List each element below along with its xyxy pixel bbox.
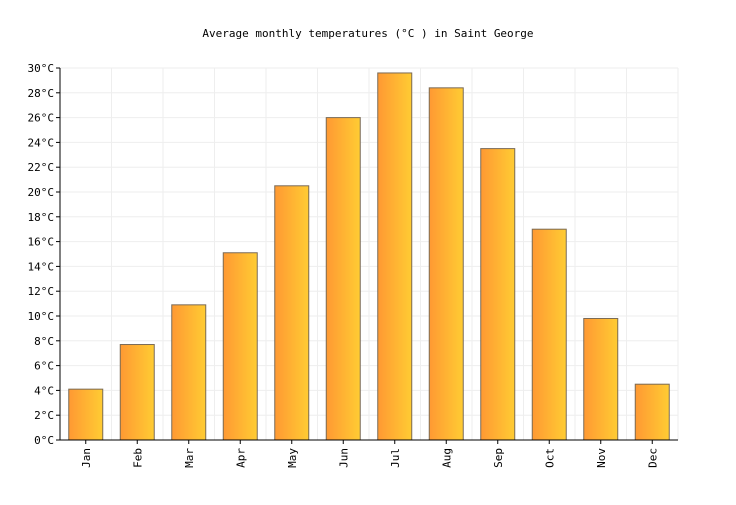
x-tick-label: Aug	[440, 448, 453, 468]
y-tick-label: 4°C	[34, 384, 54, 397]
y-tick-label: 12°C	[28, 285, 55, 298]
bar-may	[274, 185, 310, 441]
x-tick-label: Jul	[389, 448, 402, 468]
bar-feb	[119, 344, 155, 441]
chart-title: Average monthly temperatures (°C ) in Sa…	[202, 27, 533, 40]
bar-dec	[634, 383, 670, 441]
y-tick-label: 16°C	[28, 236, 55, 249]
grid	[59, 67, 679, 441]
bar-aug	[428, 87, 464, 441]
axes	[59, 68, 678, 441]
bar-nov	[583, 317, 619, 441]
x-tick-label: Mar	[183, 448, 196, 468]
bar-sep	[480, 148, 516, 441]
bar-jan	[68, 388, 104, 441]
bar-oct	[531, 228, 567, 441]
x-tick-label: May	[286, 448, 299, 468]
y-tick-label: 28°C	[28, 87, 55, 100]
y-tick-label: 0°C	[34, 434, 54, 447]
y-tick-label: 20°C	[28, 186, 55, 199]
y-tick-labels: 0°C 2°C 4°C 6°C 8°C 10°C 12°C 14°C 16°C 18°C 20°C 2…	[28, 62, 60, 447]
bar-jun	[325, 117, 361, 441]
x-tick-label: Sep	[492, 448, 505, 468]
y-tick-label: 26°C	[28, 112, 55, 125]
y-tick-label: 24°C	[28, 136, 55, 149]
x-tick-label: Feb	[131, 448, 144, 468]
x-tick-label: Dec	[646, 448, 659, 468]
y-tick-label: 22°C	[28, 161, 55, 174]
y-tick-label: 14°C	[28, 260, 55, 273]
y-tick-label: 10°C	[28, 310, 55, 323]
x-tick-label: Apr	[234, 448, 247, 468]
x-tick-labels: Jan Feb Mar Apr May Jun Jul Aug Sep Oct Nov Dec	[80, 440, 659, 468]
bar-jul	[377, 72, 413, 441]
y-tick-label: 8°C	[34, 335, 54, 348]
x-tick-label: Jan	[80, 448, 93, 468]
bar-mar	[171, 304, 207, 441]
y-tick-label: 18°C	[28, 211, 55, 224]
x-tick-label: Nov	[595, 448, 608, 468]
bar-apr	[222, 252, 258, 441]
x-tick-label: Oct	[543, 448, 556, 468]
y-tick-label: 6°C	[34, 360, 54, 373]
y-tick-label: 2°C	[34, 409, 54, 422]
x-tick-label: Jun	[337, 448, 350, 468]
y-tick-label: 30°C	[28, 62, 55, 75]
bars	[68, 72, 670, 441]
